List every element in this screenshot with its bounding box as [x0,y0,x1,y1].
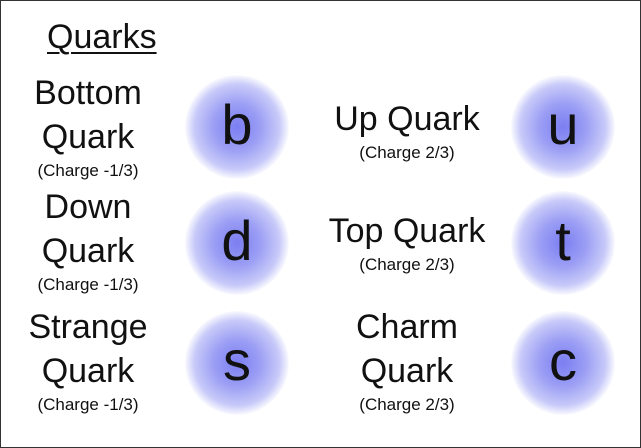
quark-symbol: d [221,209,253,272]
quark-glow [185,75,289,179]
quark-name-line: Bottom [34,74,142,112]
quark-symbol: s [223,329,251,392]
quark-charge: (Charge 2/3) [359,143,455,162]
quark-glow [511,311,615,415]
quark-label-up: Up Quark (Charge 2/3) [317,97,497,164]
quark-symbol: b [221,93,253,156]
quark-name-line: Down [44,188,132,226]
quark-name-line: Top Quark [328,212,486,250]
quark-glow [511,191,615,295]
quark-glow [185,191,289,295]
quark-symbol: c [549,329,577,392]
quark-charge: (Charge -1/3) [37,275,139,294]
quark-label-down: Down Quark (Charge -1/3) [11,185,165,296]
diagram-title: Quarks [47,18,157,56]
quark-name-line: Up Quark [334,100,480,138]
quark-label-bottom: Bottom Quark (Charge -1/3) [11,71,165,182]
quark-name-line: Quark [360,352,454,390]
quark-label-charm: Charm Quark (Charge 2/3) [317,305,497,416]
quark-glow [185,311,289,415]
quark-name-line: Quark [41,118,135,156]
quark-name-line: Quark [41,232,135,270]
quark-glow [511,75,615,179]
quark-charge: (Charge 2/3) [359,395,455,414]
quark-name-line: Charm [355,308,459,346]
quark-name-line: Strange [28,308,148,346]
quark-symbol: u [547,93,579,156]
quark-label-top: Top Quark (Charge 2/3) [313,209,501,276]
quark-charge: (Charge 2/3) [359,255,455,274]
quark-charge: (Charge -1/3) [37,395,139,414]
quark-label-strange: Strange Quark (Charge -1/3) [11,305,165,416]
quark-charge: (Charge -1/3) [37,161,139,180]
quark-symbol: t [555,209,571,272]
quark-name-line: Quark [41,352,135,390]
